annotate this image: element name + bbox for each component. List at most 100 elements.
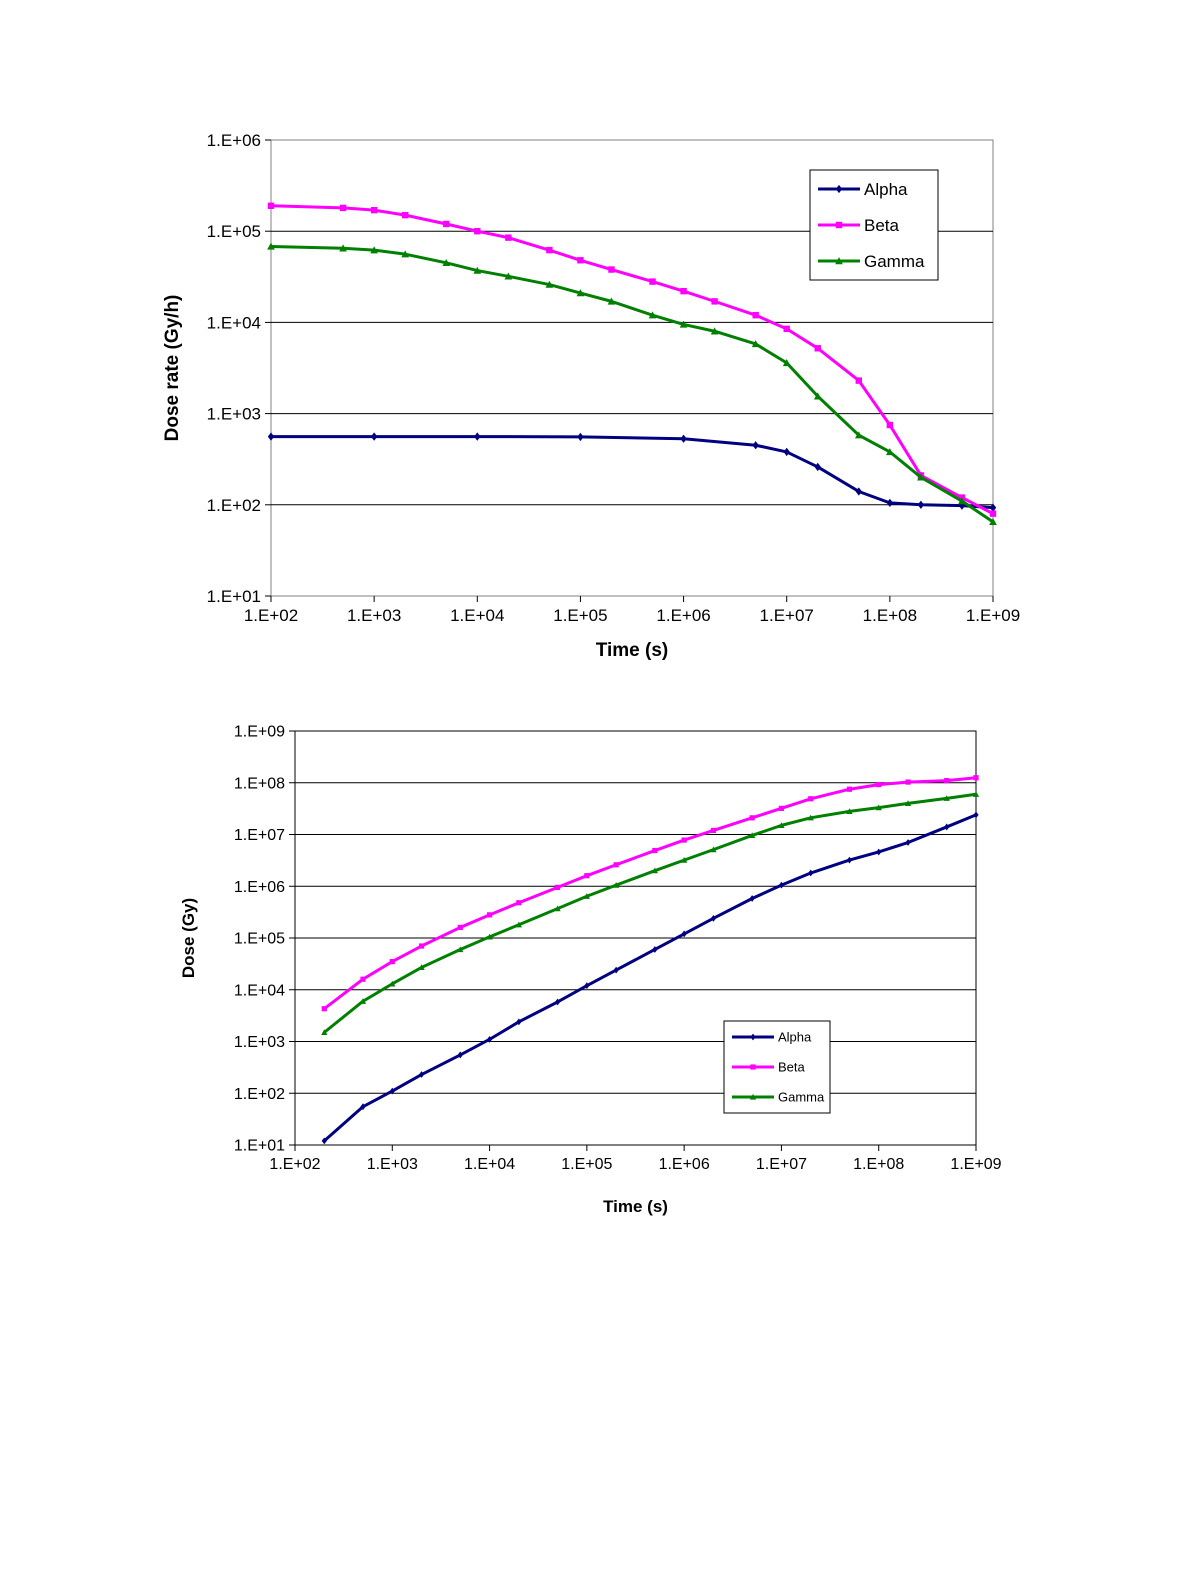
legend-marker-gamma — [749, 1093, 757, 1100]
gamma-point — [679, 320, 688, 328]
dose-chart: 1.E+01 1.E+02 1.E+03 1.E+04 1.E+05 1.E+06 1.E+… — [179, 724, 1002, 1216]
beta-point — [389, 958, 395, 965]
legend-label-gamma: Gamma — [778, 1090, 825, 1105]
legend-marker-alpha — [835, 184, 843, 194]
beta-point — [486, 912, 493, 918]
x-tick-label: 1.E+03 — [367, 1156, 418, 1173]
beta-point — [613, 862, 619, 868]
y-tick-label: 1.E+02 — [234, 1086, 285, 1103]
beta-point — [339, 204, 347, 212]
gamma-point — [370, 246, 378, 254]
beta-point — [855, 377, 863, 384]
gamma-point — [917, 473, 925, 481]
beta-point — [554, 884, 561, 891]
legend-label-alpha: Alpha — [864, 180, 908, 199]
gamma-point — [473, 266, 482, 274]
alpha-point — [680, 434, 687, 443]
gamma-point — [359, 998, 367, 1004]
gamma-point — [545, 280, 554, 288]
gamma-point — [958, 497, 966, 505]
beta-point — [474, 228, 481, 235]
series-alpha — [321, 811, 979, 1145]
y-axis-label: Dose (Gy) — [179, 898, 198, 978]
alpha-point — [886, 498, 894, 508]
beta-point — [608, 266, 615, 273]
y-tick-label: 1.E+01 — [207, 587, 261, 606]
gamma-point — [339, 244, 347, 252]
x-tick-label: 1.E+06 — [656, 606, 710, 625]
legend-marker-beta — [750, 1064, 756, 1070]
gamma-point — [710, 846, 717, 853]
beta-point — [989, 510, 997, 517]
alpha-point — [710, 914, 717, 922]
alpha-point — [973, 811, 979, 819]
series-gamma — [267, 242, 997, 526]
x-tick-label: 1.E+08 — [863, 606, 917, 625]
beta-point — [783, 325, 790, 333]
gamma-point — [442, 258, 451, 267]
gamma-point — [972, 791, 980, 797]
y-tick-label: 1.E+03 — [234, 1034, 285, 1051]
alpha-point — [516, 1018, 522, 1026]
gamma-point — [904, 800, 912, 806]
beta-point — [505, 234, 512, 241]
alpha-point — [681, 930, 687, 938]
y-tick-label: 1.E+04 — [234, 982, 285, 999]
gamma-point — [321, 1029, 328, 1035]
gamma-point — [778, 822, 785, 828]
alpha-point — [370, 432, 378, 441]
beta-point — [516, 900, 522, 906]
x-tick-label: 1.E+05 — [553, 606, 607, 625]
gamma-point — [389, 980, 396, 987]
legend-marker-beta — [835, 221, 843, 229]
gamma-point — [886, 448, 894, 456]
gamma-point — [613, 882, 620, 888]
legend-label-beta: Beta — [778, 1060, 806, 1075]
beta-point — [680, 287, 687, 295]
x-tick-label: 1.E+05 — [561, 1156, 612, 1173]
gamma-point — [813, 392, 822, 400]
series-beta — [267, 202, 997, 517]
alpha-point — [267, 432, 275, 441]
beta-point — [360, 976, 366, 982]
series-beta — [321, 775, 979, 1012]
alpha-point — [474, 432, 481, 441]
alpha-point — [876, 848, 882, 856]
gamma-point — [515, 921, 522, 928]
beta-point — [267, 202, 275, 209]
gamma-point — [710, 327, 719, 335]
x-tick-label: 1.E+06 — [659, 1156, 710, 1173]
gamma-point — [681, 856, 688, 863]
beta-point — [370, 206, 378, 214]
series-alpha — [267, 432, 997, 512]
x-tick-label: 1.E+09 — [950, 1156, 1001, 1173]
gamma-point — [648, 311, 657, 319]
y-tick-label: 1.E+01 — [234, 1138, 285, 1155]
y-tick-label: 1.E+06 — [234, 879, 285, 896]
alpha-point — [389, 1087, 395, 1095]
gamma-point — [576, 289, 585, 297]
legend-label-gamma: Gamma — [864, 252, 925, 271]
beta-point — [443, 220, 450, 228]
beta-point — [546, 246, 553, 254]
gamma-point — [418, 964, 425, 971]
alpha-point — [989, 503, 997, 512]
alpha-point — [808, 869, 814, 877]
beta-point — [876, 782, 882, 788]
y-tick-label: 1.E+08 — [234, 775, 285, 792]
alpha-point — [486, 1035, 493, 1043]
beta-point — [584, 873, 590, 879]
gamma-point — [854, 431, 863, 439]
gamma-point — [782, 359, 791, 367]
gamma-point — [401, 250, 410, 258]
alpha-point — [749, 895, 755, 902]
alpha-point — [814, 462, 821, 472]
y-tick-label: 1.E+05 — [234, 931, 285, 948]
x-tick-label: 1.E+02 — [244, 606, 298, 625]
beta-point — [905, 779, 911, 785]
beta-point — [846, 786, 853, 792]
beta-point — [814, 345, 821, 352]
gamma-point — [457, 946, 464, 953]
beta-point — [401, 211, 409, 219]
gamma-point — [651, 867, 658, 874]
